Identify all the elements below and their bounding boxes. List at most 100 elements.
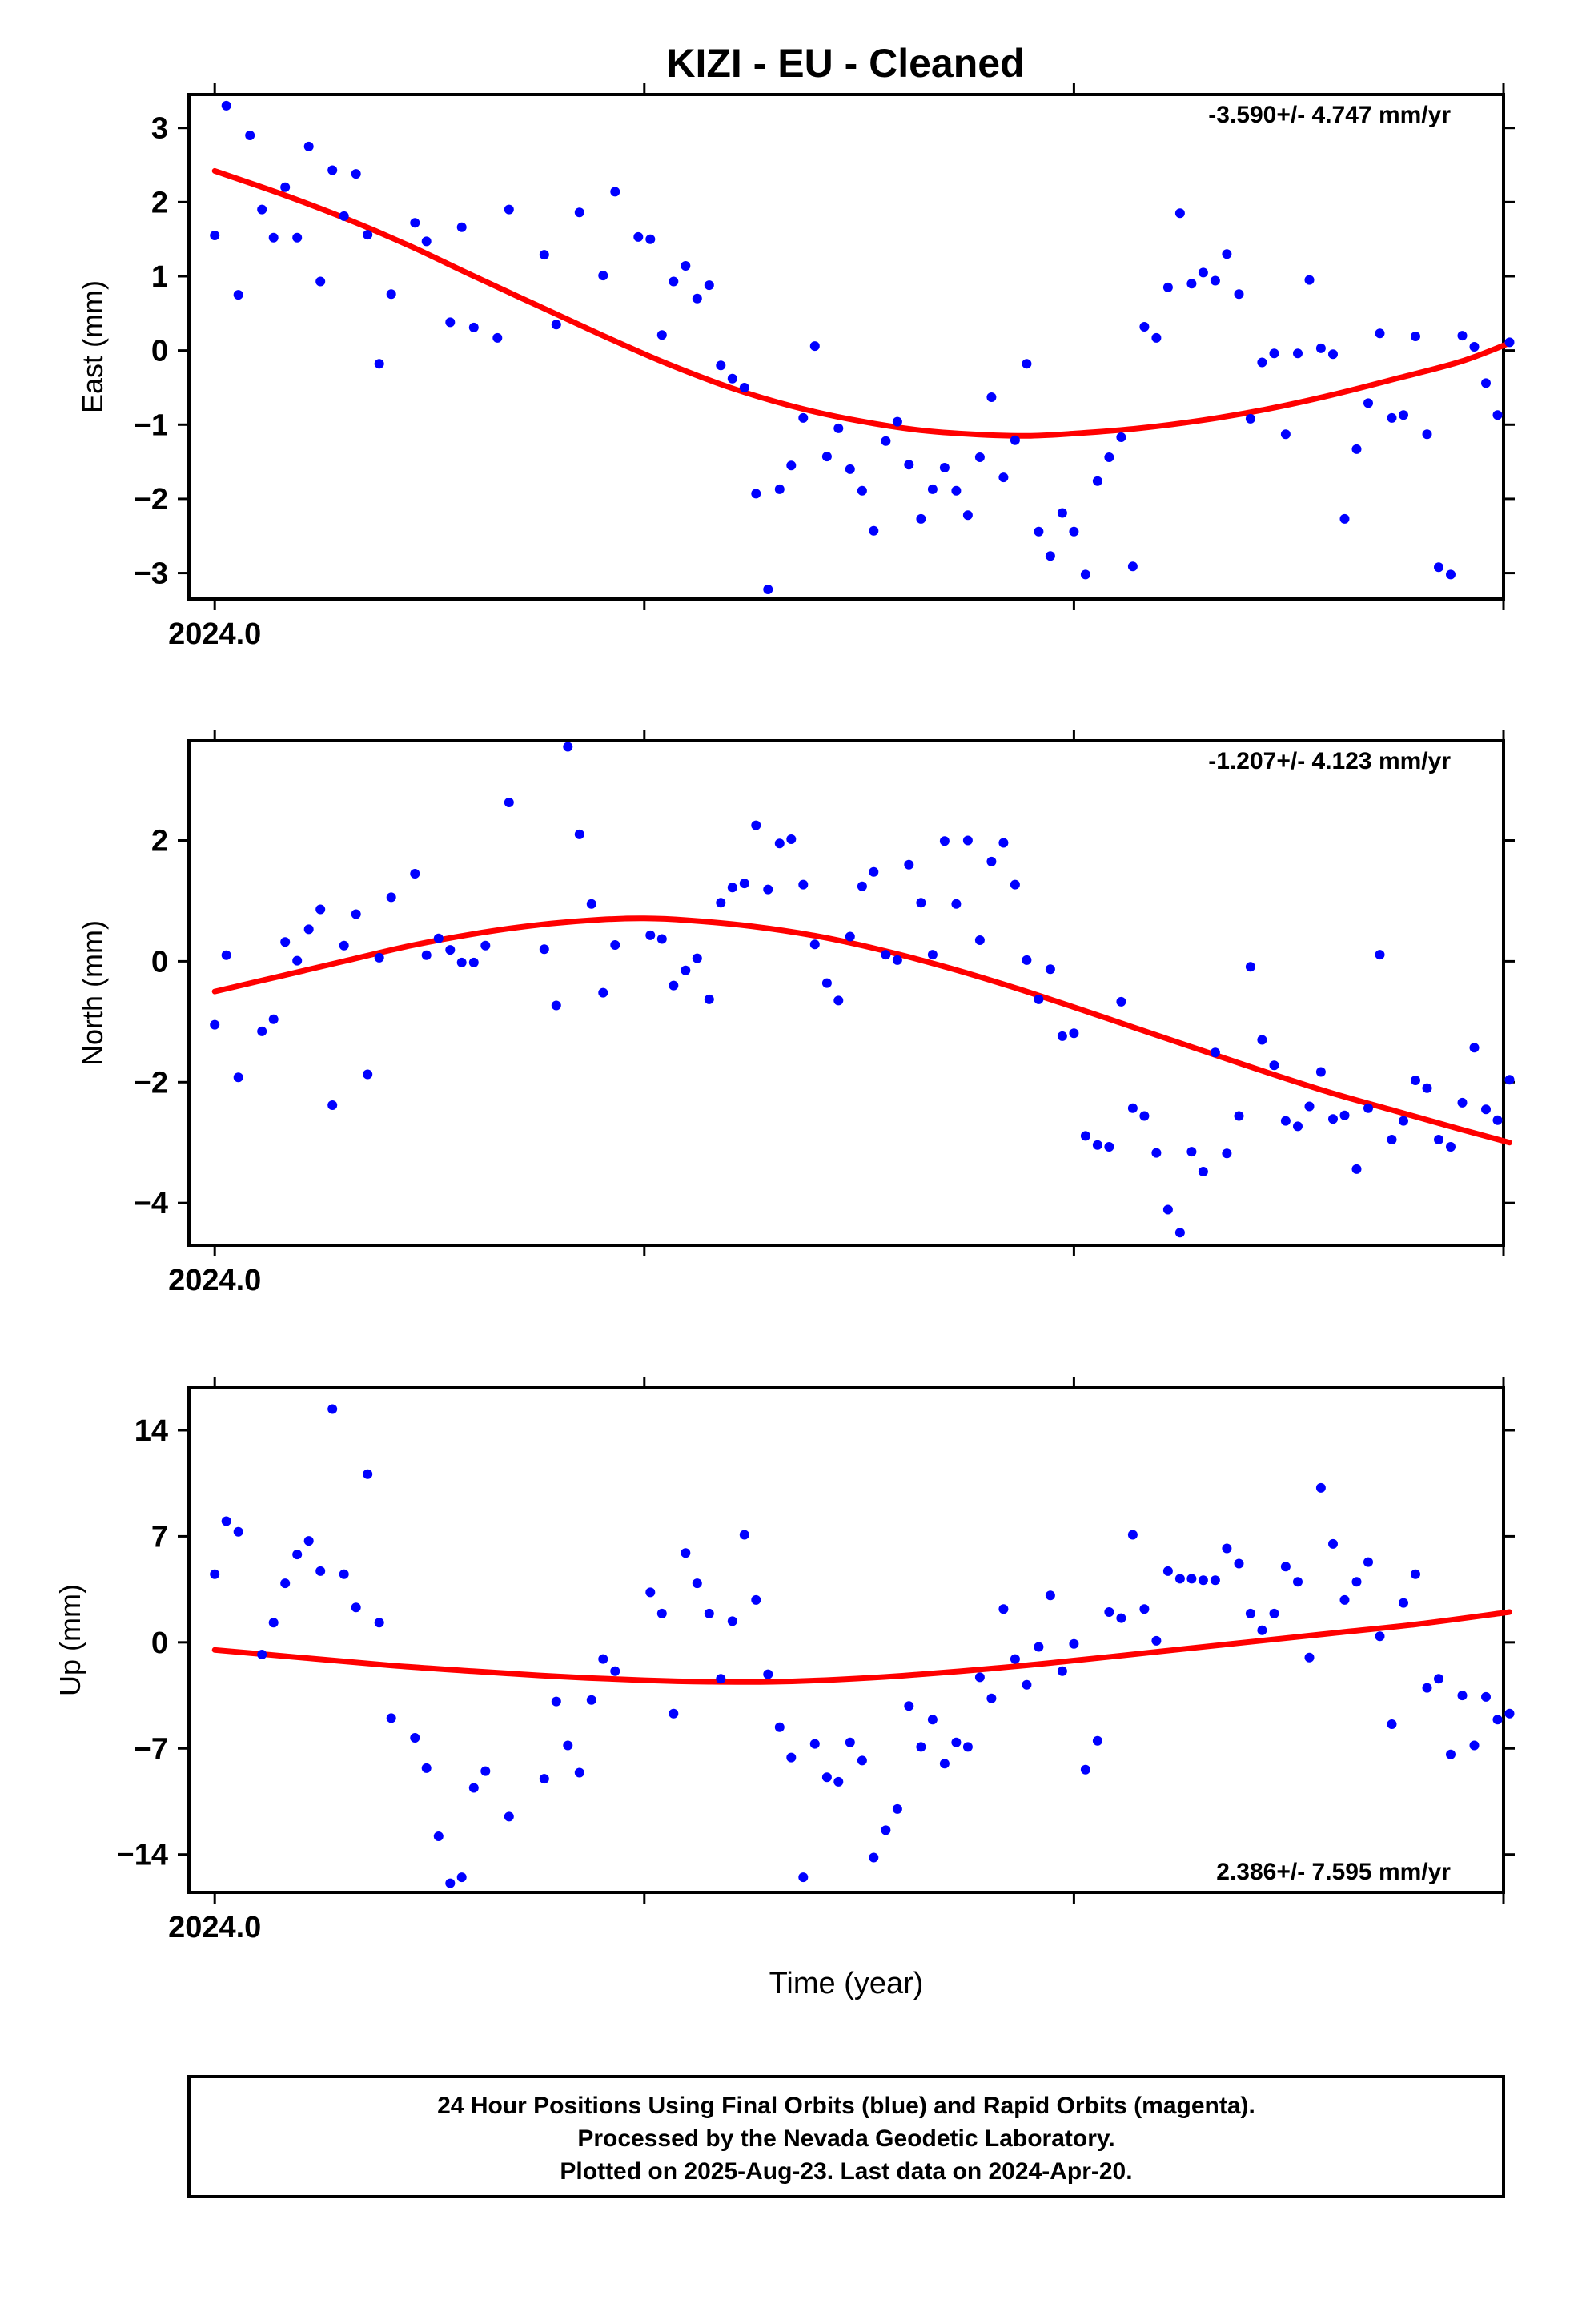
data-point bbox=[327, 1100, 338, 1110]
data-point bbox=[1422, 1683, 1432, 1693]
data-point bbox=[1174, 208, 1185, 219]
data-point bbox=[892, 416, 902, 427]
data-point bbox=[468, 322, 479, 332]
data-point bbox=[315, 904, 326, 915]
data-point bbox=[763, 1669, 773, 1679]
data-point bbox=[669, 276, 679, 287]
points-group bbox=[210, 100, 1515, 594]
data-point bbox=[539, 1774, 549, 1784]
fit-line bbox=[211, 1609, 1512, 1685]
data-point bbox=[1080, 1131, 1090, 1141]
data-point bbox=[1481, 378, 1491, 388]
data-point bbox=[869, 1852, 879, 1863]
data-point bbox=[1069, 526, 1079, 537]
data-point bbox=[1492, 1715, 1503, 1725]
data-point bbox=[774, 1722, 785, 1732]
data-point bbox=[456, 1872, 467, 1883]
data-point bbox=[1186, 279, 1197, 289]
data-point bbox=[504, 1811, 514, 1822]
data-point bbox=[410, 1733, 420, 1743]
data-point bbox=[445, 1878, 456, 1888]
data-point bbox=[1034, 1642, 1044, 1652]
data-point bbox=[421, 236, 432, 247]
data-point bbox=[681, 1548, 691, 1558]
data-point bbox=[951, 485, 962, 496]
data-point bbox=[1293, 1577, 1303, 1587]
data-point bbox=[221, 100, 231, 111]
data-point bbox=[1315, 1482, 1326, 1493]
data-point bbox=[1245, 413, 1255, 424]
data-point bbox=[1328, 1114, 1338, 1124]
data-point bbox=[480, 1766, 491, 1776]
data-point bbox=[610, 1666, 620, 1676]
data-point bbox=[669, 1708, 679, 1719]
tick-group: 2 0 −2 −4 2024.0 bbox=[134, 730, 1515, 1297]
data-point bbox=[351, 909, 361, 919]
data-point bbox=[598, 1654, 608, 1664]
data-point bbox=[716, 360, 726, 371]
data-point bbox=[1293, 1121, 1303, 1132]
data-point bbox=[539, 944, 549, 955]
data-point bbox=[692, 1578, 702, 1589]
data-point bbox=[268, 1618, 279, 1628]
y-tick-label: 0 bbox=[151, 945, 168, 979]
data-point bbox=[1198, 1575, 1208, 1586]
data-point bbox=[315, 1566, 326, 1576]
data-point bbox=[927, 950, 938, 960]
data-point bbox=[492, 332, 503, 343]
data-point bbox=[456, 222, 467, 232]
data-point bbox=[1339, 1110, 1350, 1120]
data-point bbox=[1363, 398, 1373, 408]
data-point bbox=[539, 250, 549, 260]
data-point bbox=[1422, 1083, 1432, 1093]
data-point bbox=[1399, 1598, 1408, 1608]
data-point bbox=[892, 1803, 902, 1814]
data-point bbox=[456, 957, 467, 967]
data-point bbox=[433, 1831, 444, 1841]
data-point bbox=[904, 1701, 914, 1711]
data-point bbox=[881, 436, 891, 446]
data-point bbox=[1174, 1574, 1185, 1584]
data-point bbox=[727, 883, 737, 893]
data-point bbox=[504, 204, 514, 215]
data-point bbox=[809, 939, 820, 950]
data-point bbox=[339, 1569, 349, 1579]
data-point bbox=[1127, 561, 1138, 572]
plot-frame bbox=[187, 739, 1505, 1247]
data-point bbox=[716, 898, 726, 908]
data-point bbox=[692, 953, 702, 963]
data-point bbox=[1245, 962, 1255, 972]
data-point bbox=[257, 1650, 267, 1659]
data-point bbox=[1198, 1167, 1208, 1176]
data-point bbox=[351, 169, 361, 179]
data-point bbox=[1022, 955, 1032, 965]
data-point bbox=[1222, 1543, 1232, 1554]
data-point bbox=[1010, 435, 1020, 445]
data-point bbox=[704, 1608, 714, 1618]
data-point bbox=[1116, 996, 1126, 1007]
data-point bbox=[974, 452, 985, 462]
data-point bbox=[739, 879, 749, 889]
data-point bbox=[998, 472, 1009, 483]
data-point bbox=[998, 1604, 1009, 1614]
data-point bbox=[598, 987, 608, 998]
tick-group: 14 7 0 −7 −14 2024.0 bbox=[117, 1377, 1515, 1944]
y-tick-label: −14 bbox=[117, 1839, 168, 1872]
data-point bbox=[1069, 1638, 1079, 1649]
fit-line bbox=[211, 167, 1512, 439]
panel-up: Up (mm) 2.386+/- 7.595 mm/yr 14 7 0 −7 −14 20… bbox=[54, 1377, 1515, 1944]
data-point bbox=[857, 485, 867, 496]
data-point bbox=[1339, 1594, 1350, 1605]
data-point bbox=[656, 330, 667, 340]
data-point bbox=[1104, 1142, 1114, 1152]
data-point bbox=[656, 934, 667, 944]
data-point bbox=[1010, 1654, 1020, 1664]
data-point bbox=[1139, 1111, 1150, 1121]
data-point bbox=[739, 383, 749, 392]
data-point bbox=[1280, 1116, 1291, 1126]
fit-group bbox=[211, 1609, 1512, 1685]
data-point bbox=[374, 952, 384, 963]
data-point bbox=[351, 1602, 361, 1613]
data-point bbox=[904, 859, 914, 870]
